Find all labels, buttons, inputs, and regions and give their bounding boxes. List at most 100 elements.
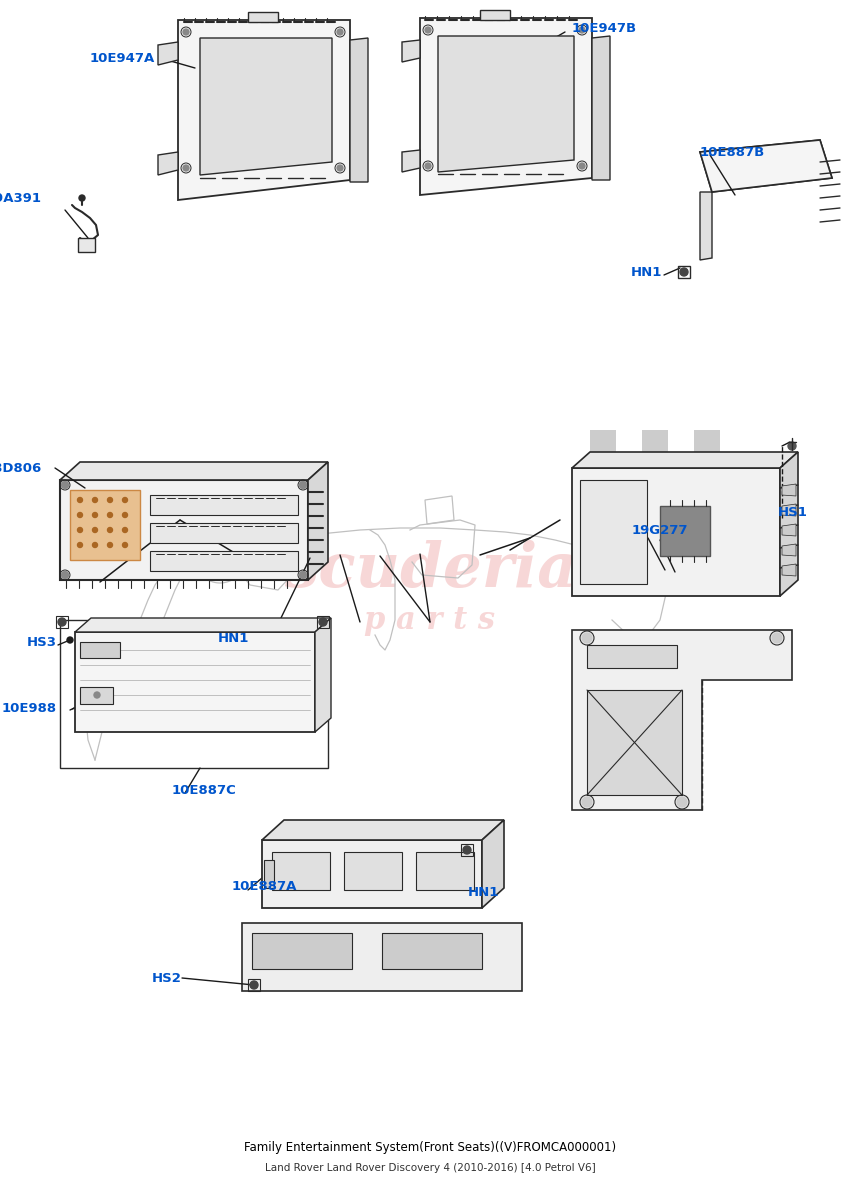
Circle shape — [319, 618, 327, 626]
Text: 18D806: 18D806 — [0, 462, 42, 474]
Text: 10E947A: 10E947A — [89, 52, 155, 65]
Circle shape — [108, 498, 113, 503]
Polygon shape — [60, 480, 308, 580]
Text: HN1: HN1 — [630, 265, 662, 278]
Polygon shape — [78, 238, 95, 252]
Text: 10E947B: 10E947B — [572, 22, 637, 35]
Circle shape — [425, 163, 431, 169]
Text: HS2: HS2 — [152, 972, 182, 984]
Bar — [616, 560, 642, 586]
Bar — [694, 430, 720, 456]
Polygon shape — [350, 38, 368, 182]
Text: HS3: HS3 — [27, 636, 57, 648]
Polygon shape — [315, 618, 331, 732]
Polygon shape — [80, 642, 120, 658]
Circle shape — [772, 634, 782, 643]
Bar — [150, 551, 298, 571]
Polygon shape — [75, 618, 331, 632]
Bar — [720, 560, 746, 586]
Polygon shape — [572, 468, 780, 596]
Circle shape — [77, 528, 83, 533]
Bar — [694, 534, 720, 560]
Text: 19A391: 19A391 — [0, 192, 42, 204]
Polygon shape — [80, 686, 113, 704]
Circle shape — [108, 542, 113, 547]
Bar — [694, 482, 720, 508]
Circle shape — [93, 498, 97, 503]
Polygon shape — [782, 504, 796, 516]
Polygon shape — [438, 36, 574, 172]
Circle shape — [108, 512, 113, 517]
Polygon shape — [262, 820, 504, 840]
Polygon shape — [572, 452, 798, 468]
Bar — [668, 508, 694, 534]
Circle shape — [183, 164, 189, 170]
Polygon shape — [402, 150, 420, 172]
Text: p a r t s: p a r t s — [365, 605, 495, 636]
Bar — [461, 844, 473, 856]
Circle shape — [93, 512, 97, 517]
Polygon shape — [587, 690, 682, 794]
Circle shape — [463, 846, 471, 854]
Text: 10E988: 10E988 — [2, 702, 57, 714]
Circle shape — [299, 481, 306, 488]
Circle shape — [77, 512, 83, 517]
Circle shape — [677, 797, 687, 806]
Text: 10E887C: 10E887C — [172, 784, 236, 797]
Polygon shape — [700, 140, 832, 192]
Polygon shape — [480, 10, 510, 20]
Polygon shape — [780, 452, 798, 596]
Polygon shape — [252, 934, 352, 970]
Polygon shape — [242, 923, 522, 991]
Circle shape — [122, 542, 127, 547]
Circle shape — [122, 528, 127, 533]
Polygon shape — [262, 840, 482, 908]
Polygon shape — [382, 934, 482, 970]
Circle shape — [79, 194, 85, 200]
Text: 10E887A: 10E887A — [232, 880, 298, 893]
Polygon shape — [200, 38, 332, 175]
Polygon shape — [700, 140, 832, 192]
Text: 10E887B: 10E887B — [700, 145, 765, 158]
Circle shape — [93, 542, 97, 547]
Bar — [317, 616, 329, 628]
Bar — [668, 560, 694, 586]
Bar — [150, 494, 298, 515]
Polygon shape — [700, 192, 712, 260]
Polygon shape — [70, 490, 140, 560]
Polygon shape — [782, 524, 796, 536]
Bar — [720, 508, 746, 534]
Bar — [668, 456, 694, 482]
Polygon shape — [178, 20, 350, 200]
Circle shape — [337, 29, 343, 35]
Polygon shape — [782, 564, 796, 576]
Circle shape — [62, 481, 69, 488]
Polygon shape — [420, 18, 592, 194]
Circle shape — [77, 542, 83, 547]
Bar — [590, 534, 616, 560]
Circle shape — [337, 164, 343, 170]
Circle shape — [94, 692, 100, 698]
Bar — [60, 620, 328, 768]
Polygon shape — [158, 42, 178, 65]
Text: 19G277: 19G277 — [632, 523, 689, 536]
Text: Family Entertainment System(Front Seats)((V)FROMCA000001): Family Entertainment System(Front Seats)… — [244, 1141, 616, 1154]
Bar — [616, 508, 642, 534]
Circle shape — [582, 634, 592, 643]
Circle shape — [582, 797, 592, 806]
Polygon shape — [580, 480, 647, 584]
Circle shape — [579, 163, 585, 169]
Circle shape — [93, 528, 97, 533]
Text: HN1: HN1 — [218, 631, 249, 644]
Bar — [416, 852, 474, 890]
Polygon shape — [782, 544, 796, 556]
Bar — [720, 456, 746, 482]
Text: scuderia: scuderia — [284, 540, 576, 600]
Bar — [590, 430, 616, 456]
Circle shape — [67, 637, 73, 643]
Bar — [642, 534, 668, 560]
Circle shape — [122, 512, 127, 517]
Circle shape — [680, 268, 688, 276]
Bar — [590, 482, 616, 508]
Polygon shape — [587, 646, 677, 668]
